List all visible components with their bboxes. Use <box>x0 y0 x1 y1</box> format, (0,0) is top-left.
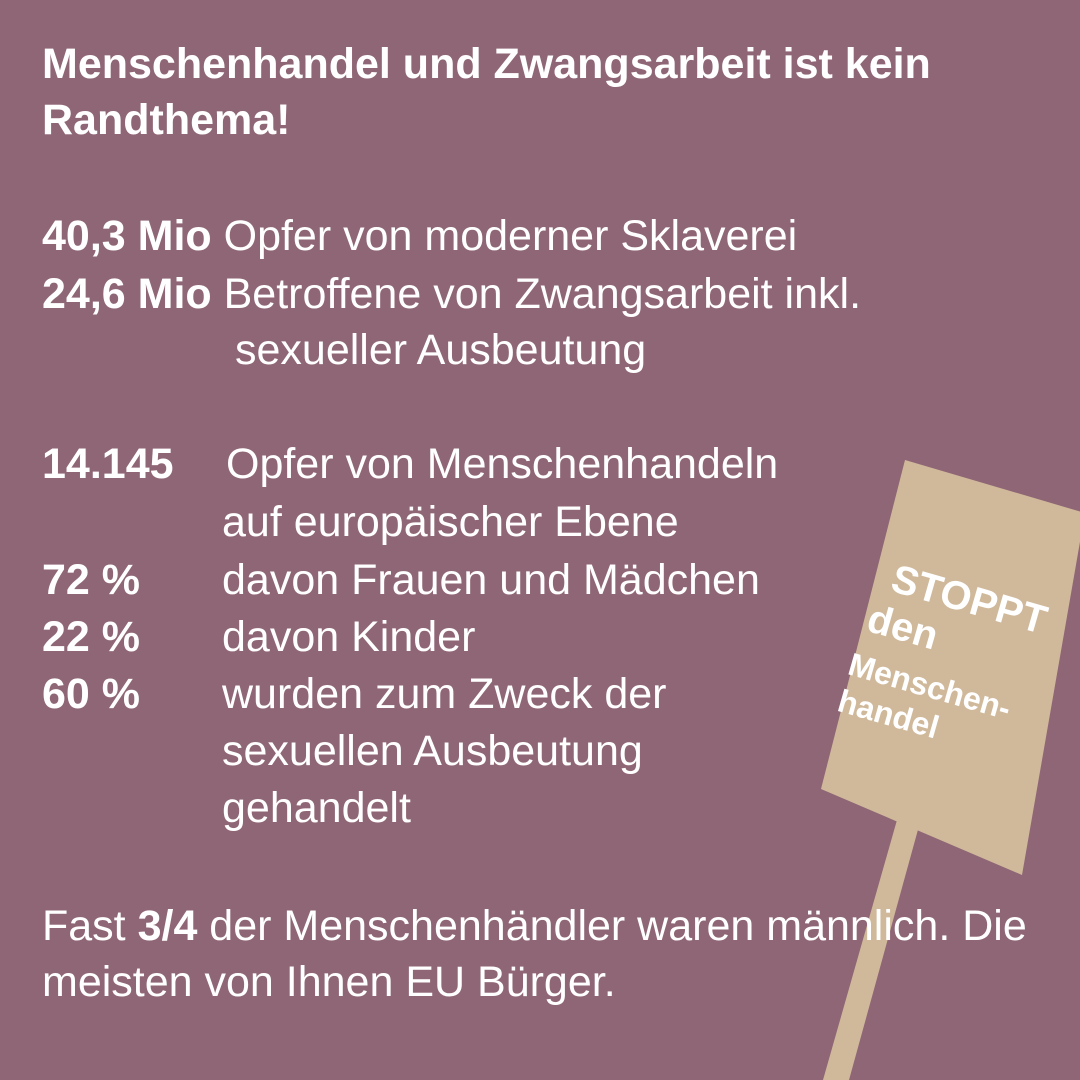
stat-text: gehandelt <box>222 784 411 832</box>
stat-value: 22 % <box>42 613 141 661</box>
stat-value: 72 % <box>42 556 141 604</box>
stat-text-continuation: sexueller Ausbeutung <box>235 326 647 374</box>
stat-text: wurden zum Zweck der <box>222 670 667 718</box>
stat-text: davon Kinder <box>222 613 476 661</box>
stat-text: sexuellen Ausbeutung <box>222 727 643 775</box>
stat-text: auf europäischer Ebene <box>222 498 679 546</box>
stat-row-slavery: 40,3 Mio Opfer von moderner Sklaverei <box>42 208 797 264</box>
footer-prefix: Fast <box>42 902 138 950</box>
stat-value: 24,6 Mio <box>42 270 212 318</box>
footer-suffix: der Menschenhändler waren männlich. Die … <box>42 902 1027 1006</box>
footer-highlight: 3/4 <box>137 902 198 950</box>
stat-value: 60 % <box>42 670 141 718</box>
stat-row-forced-labour: 24,6 Mio Betroffene von Zwangsarbeit ink… <box>42 266 861 322</box>
stat-text: Opfer von moderner Sklaverei <box>223 212 798 260</box>
stat-text: Betroffene von Zwangsarbeit inkl. <box>223 270 862 318</box>
sign-text: STOPPT den Menschen- handel <box>824 548 1052 767</box>
footer-text: Fast 3/4 der Menschenhändler waren männl… <box>42 898 1042 1010</box>
stat-value: 14.145 <box>42 440 174 488</box>
stat-text: Opfer von Menschenhandeln <box>226 440 779 488</box>
stat-text: davon Frauen und Mädchen <box>222 556 760 604</box>
stat-value: 40,3 Mio <box>42 212 212 260</box>
page-title: Menschenhandel und Zwangsarbeit ist kein… <box>42 40 931 144</box>
